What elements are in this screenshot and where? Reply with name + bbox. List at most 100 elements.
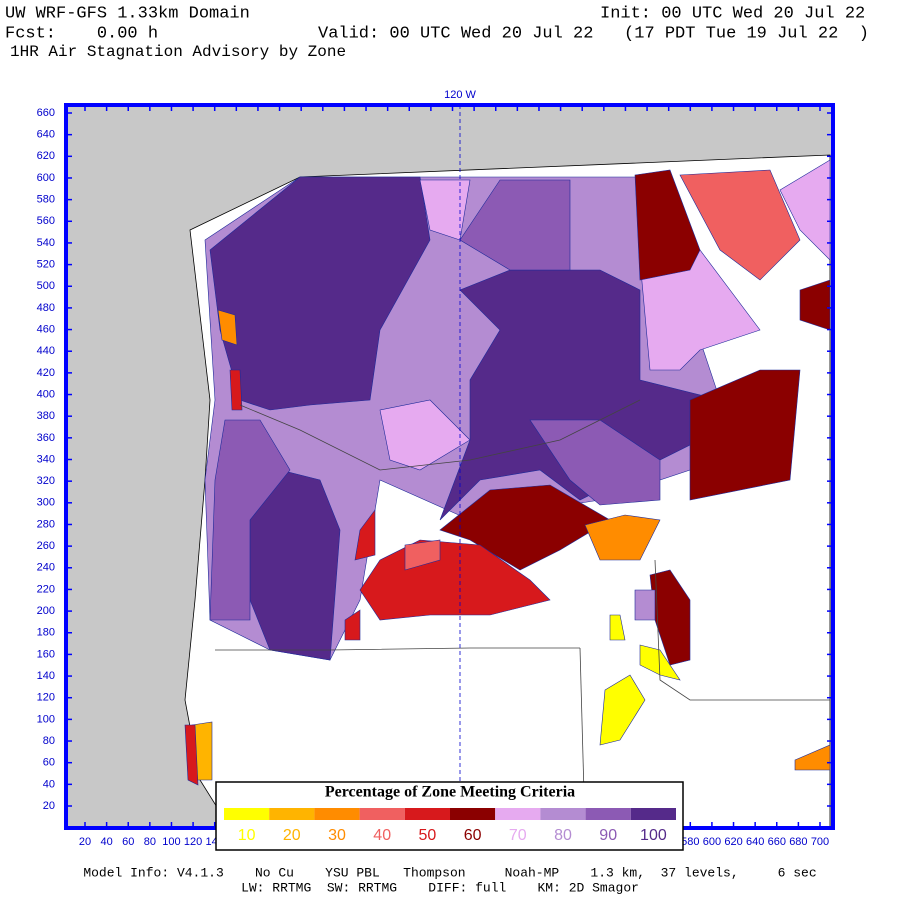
zone (184, 724, 199, 786)
y-tick-label: 20 (43, 800, 55, 812)
y-tick-label: 620 (37, 150, 55, 162)
x-tick-label: 620 (724, 836, 742, 848)
legend-label: 90 (599, 827, 617, 844)
y-tick-label: 340 (37, 453, 55, 465)
y-tick-label: 300 (37, 497, 55, 509)
zone (689, 369, 801, 501)
x-tick-label: 60 (122, 836, 134, 848)
zone (634, 589, 656, 621)
y-tick-label: 280 (37, 518, 55, 530)
legend-label: 50 (419, 827, 437, 844)
y-tick-label: 40 (43, 778, 55, 790)
legend-label: 40 (373, 827, 391, 844)
header-fcst: Fcst: 0.00 h (5, 24, 158, 43)
legend-label: 60 (464, 827, 482, 844)
zone (229, 369, 243, 411)
header-valid: Valid: 00 UTC Wed 20 Jul 22 (17 PDT Tue … (318, 24, 869, 43)
y-tick-label: 640 (37, 129, 55, 141)
legend-swatch (359, 808, 405, 820)
y-tick-label: 180 (37, 627, 55, 639)
y-tick-label: 60 (43, 757, 55, 769)
footer-line: LW: RRTMG SW: RRTMG DIFF: full KM: 2D Sm… (241, 880, 639, 895)
legend-swatch (495, 808, 541, 820)
y-tick-label: 520 (37, 259, 55, 271)
x-tick-label: 20 (79, 836, 91, 848)
y-tick-label: 440 (37, 345, 55, 357)
zone (344, 609, 361, 641)
x-tick-label: 680 (789, 836, 807, 848)
legend-label: 20 (283, 827, 301, 844)
state-border (654, 559, 830, 701)
legend-title: Percentage of Zone Meeting Criteria (325, 784, 575, 801)
legend-swatch (585, 808, 631, 820)
zone (609, 614, 626, 641)
y-tick-label: 360 (37, 432, 55, 444)
zone (679, 169, 801, 281)
x-tick-label: 120 (184, 836, 202, 848)
zones (184, 159, 831, 786)
y-tick-label: 320 (37, 475, 55, 487)
zone (404, 539, 441, 571)
legend-swatch (630, 808, 676, 820)
zone (639, 644, 681, 681)
zone (634, 169, 701, 281)
zone (459, 179, 571, 271)
y-tick-label: 160 (37, 648, 55, 660)
state-border (239, 399, 641, 471)
legend-swatch (314, 808, 360, 820)
y-tick-label: 420 (37, 367, 55, 379)
footer-line: Model Info: V4.1.3 No Cu YSU PBL Thompso… (83, 865, 816, 880)
y-tick-label: 540 (37, 237, 55, 249)
legend-swatch (450, 808, 496, 820)
header-product: 1HR Air Stagnation Advisory by Zone (10, 43, 346, 61)
zone (209, 419, 291, 621)
y-tick-label: 220 (37, 583, 55, 595)
y-tick-label: 260 (37, 540, 55, 552)
legend-swatch (404, 808, 450, 820)
zone (779, 159, 831, 261)
state-border (215, 647, 580, 651)
header-title: UW WRF-GFS 1.33km Domain (5, 4, 250, 23)
x-tick-label: 100 (162, 836, 180, 848)
zone (584, 514, 661, 561)
meridian-label: 120 W (444, 89, 476, 101)
y-tick-label: 460 (37, 323, 55, 335)
x-tick-label: 580 (681, 836, 699, 848)
y-tick-label: 140 (37, 670, 55, 682)
legend-swatch (269, 808, 315, 820)
zone (354, 509, 376, 561)
x-tick-label: 660 (768, 836, 786, 848)
y-tick-label: 480 (37, 302, 55, 314)
zone (217, 309, 238, 346)
legend-swatch (540, 808, 586, 820)
legend-label: 30 (328, 827, 346, 844)
y-tick-label: 580 (37, 194, 55, 206)
y-tick-label: 500 (37, 280, 55, 292)
legend-swatch (224, 808, 270, 820)
x-tick-label: 40 (100, 836, 112, 848)
y-tick-label: 380 (37, 410, 55, 422)
y-tick-label: 560 (37, 215, 55, 227)
y-tick-label: 100 (37, 713, 55, 725)
zone (599, 674, 646, 746)
y-tick-label: 200 (37, 605, 55, 617)
zone (379, 399, 471, 471)
legend-label: 100 (640, 827, 667, 844)
y-tick-label: 400 (37, 388, 55, 400)
header-init: Init: 00 UTC Wed 20 Jul 22 (600, 4, 865, 23)
legend-label: 70 (509, 827, 527, 844)
legend-label: 80 (554, 827, 572, 844)
y-tick-label: 80 (43, 735, 55, 747)
legend-items: 10 20 30 40 50 60 70 80 90 100 (224, 808, 676, 844)
map (64, 103, 835, 831)
x-tick-label: 640 (746, 836, 764, 848)
y-tick-label: 600 (37, 172, 55, 184)
x-tick-label: 700 (811, 836, 829, 848)
x-tick-label: 600 (703, 836, 721, 848)
y-tick-label: 660 (37, 107, 55, 119)
y-tick-label: 120 (37, 692, 55, 704)
legend: Percentage of Zone Meeting Criteria 10 20… (215, 781, 684, 851)
y-tick-label: 240 (37, 562, 55, 574)
zone (794, 744, 831, 771)
